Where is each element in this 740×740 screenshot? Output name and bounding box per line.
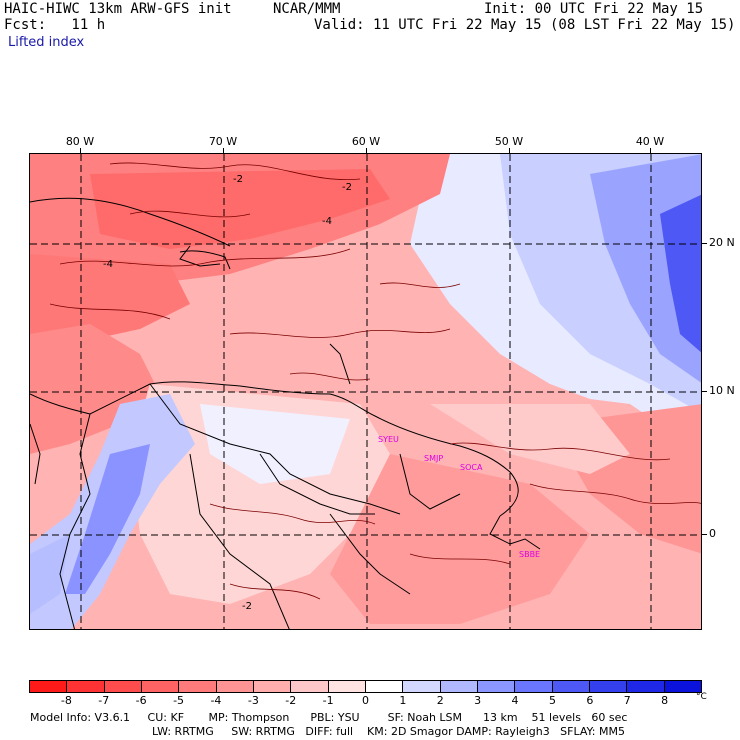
andes-stable	[65, 444, 150, 594]
coastlines	[30, 197, 541, 629]
colorbar-label: -6	[135, 694, 147, 707]
colorbar-segment	[291, 681, 329, 692]
colorbar-segment	[552, 681, 590, 692]
svg-text:-4: -4	[322, 216, 332, 227]
model-info-line2: LW: RRTMG SW: RRTMG DIFF: full KM: 2D Sm…	[152, 725, 625, 738]
colorbar-label: 0	[362, 694, 369, 707]
colorbar-segment	[141, 681, 180, 692]
colorbar-label: 8	[661, 694, 669, 707]
grid-lines	[30, 154, 701, 629]
colorbar-segment	[515, 681, 553, 692]
lon-label-80w: 80 W	[65, 135, 95, 148]
colorbar-segment	[253, 681, 292, 692]
amazon-region	[200, 404, 350, 484]
colorbar-segment	[216, 681, 254, 692]
map-field: -2 -2 -4 -4 -2	[30, 154, 701, 629]
colorbar-segment	[179, 681, 217, 692]
lon-tick	[223, 148, 224, 153]
colorbar-label: -3	[247, 694, 259, 707]
colorbar-segment	[104, 681, 142, 692]
andes-stable	[30, 534, 70, 614]
colorbar-segment	[477, 681, 516, 692]
colorbar-segment	[403, 681, 441, 692]
lon-tick	[366, 148, 367, 153]
colorbar-label: -5	[173, 694, 185, 707]
forecast-hour: Fcst: 11 h	[4, 17, 106, 33]
colorbar-label: -7	[98, 694, 110, 707]
lat-tick	[702, 243, 707, 244]
colorbar-segment	[440, 681, 478, 692]
colorbar-segment	[365, 681, 404, 692]
colorbar-label: 5	[548, 694, 556, 707]
colorbar-segment	[67, 681, 105, 692]
station-soca[interactable]: SOCA	[460, 463, 483, 472]
model-title: HAIC-HIWC 13km ARW-GFS init	[4, 1, 232, 17]
guiana-coast	[430, 404, 630, 474]
colorbar-label: 1	[399, 694, 407, 707]
field-name: Lifted index	[8, 35, 85, 50]
colorbar-label: 7	[623, 694, 631, 707]
lon-label-40w: 40 W	[635, 135, 665, 148]
model-info-line1: Model Info: V3.6.1 CU: KF MP: Thompson P…	[30, 711, 628, 724]
station-syeu[interactable]: SYEU	[378, 435, 399, 444]
lat-label-20n: 20 N	[709, 236, 735, 249]
colorbar-label: 2	[436, 694, 444, 707]
lon-tick	[80, 148, 81, 153]
colorbar-label: -2	[285, 694, 297, 707]
colorbar-label: 3	[474, 694, 482, 707]
lat-label-eq: 0	[709, 527, 716, 540]
lon-label-70w: 70 W	[208, 135, 238, 148]
lon-label-50w: 50 W	[494, 135, 524, 148]
contour-lines	[49, 162, 701, 600]
lon-tick	[650, 148, 651, 153]
stable-zone	[660, 194, 701, 353]
colorbar-segment	[627, 681, 665, 692]
colorbar-label: -1	[322, 694, 334, 707]
init-time: Init: 00 UTC Fri 22 May 15	[484, 1, 704, 17]
contour-labels: -2 -2 -4 -4 -2	[103, 174, 352, 612]
org-label: NCAR/MMM	[273, 1, 341, 17]
lat-tick	[702, 534, 707, 535]
colorbar-segment	[30, 681, 68, 692]
colorbar-segment	[328, 681, 366, 692]
colorbar	[29, 680, 702, 693]
svg-text:-2: -2	[242, 601, 252, 612]
colorbar-label: 4	[511, 694, 519, 707]
caribbean-band	[90, 169, 390, 249]
lifted-index-map: -2 -2 -4 -4 -2 SYEU SMJP SOCA SBBE	[29, 153, 702, 630]
lon-label-60w: 60 W	[351, 135, 381, 148]
lat-tick	[702, 391, 707, 392]
brazil-north	[330, 454, 590, 624]
svg-text:-4: -4	[103, 259, 113, 270]
station-smjp[interactable]: SMJP	[424, 454, 444, 463]
lon-tick	[509, 148, 510, 153]
colorbar-label: 6	[586, 694, 594, 707]
colorbar-segment	[589, 681, 628, 692]
svg-text:-2: -2	[342, 182, 352, 193]
station-sbbe[interactable]: SBBE	[519, 550, 541, 559]
colorbar-label: -8	[60, 694, 72, 707]
colombia-panama	[30, 324, 160, 454]
colorbar-unit: °C	[696, 692, 707, 702]
svg-text:-2: -2	[233, 174, 243, 185]
valid-time: Valid: 11 UTC Fri 22 May 15 (08 LST Fri …	[314, 17, 736, 33]
lat-label-10n: 10 N	[709, 384, 735, 397]
colorbar-segment	[664, 681, 701, 692]
colorbar-label: -4	[210, 694, 222, 707]
